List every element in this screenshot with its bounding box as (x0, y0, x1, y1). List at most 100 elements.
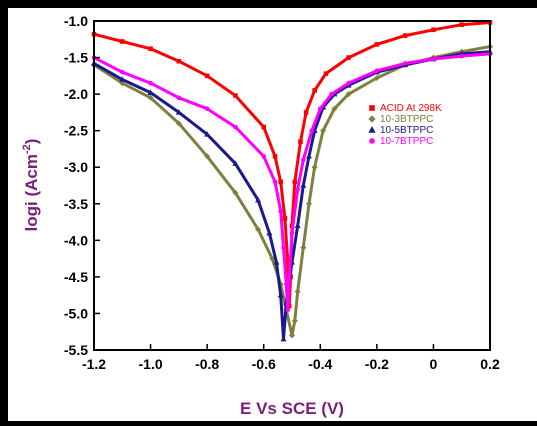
data-point (204, 106, 210, 112)
data-point (272, 179, 278, 185)
data-point (119, 80, 126, 87)
data-point (277, 291, 284, 298)
legend-marker (368, 126, 376, 133)
legend-label: 10-3BTPPC (380, 114, 433, 125)
legend-label: 10-5BTPPC (380, 125, 433, 136)
data-point (147, 94, 154, 101)
data-point (346, 55, 351, 60)
x-tick-label: 0 (430, 356, 438, 372)
data-point (204, 73, 210, 79)
data-point (282, 216, 288, 221)
y-tick-label: -2.5 (64, 123, 88, 139)
y-tick-label: -4.0 (64, 232, 88, 248)
x-tick-label: -0.6 (252, 356, 276, 372)
y-tick-label: -4.5 (64, 269, 88, 285)
data-point (294, 222, 301, 229)
data-point (261, 124, 267, 130)
y-axis-label: logi (Acm-2) (21, 139, 41, 232)
data-point (273, 259, 280, 265)
data-point (204, 153, 211, 160)
plot-area-border (93, 20, 491, 351)
data-point (323, 71, 329, 76)
data-point (309, 128, 315, 133)
legend-marker (368, 115, 376, 123)
x-tick-label: 0.2 (480, 356, 500, 372)
data-point (284, 281, 289, 287)
data-point (317, 106, 323, 112)
data-point (301, 157, 306, 163)
x-tick-label: -1.2 (82, 356, 106, 372)
data-point (278, 208, 283, 214)
y-tick-label: -3.5 (64, 196, 88, 212)
data-point (255, 226, 262, 233)
data-point (119, 39, 125, 44)
data-point (119, 76, 126, 82)
data-point (148, 46, 153, 52)
data-point (285, 259, 291, 265)
data-point (305, 200, 312, 207)
data-point (255, 196, 262, 203)
data-point (294, 288, 301, 295)
data-point (374, 68, 380, 74)
data-point (459, 22, 465, 27)
data-point (402, 33, 408, 38)
data-point (176, 58, 182, 64)
x-tick-label: -1.0 (139, 356, 163, 372)
data-point (175, 120, 182, 127)
data-point (305, 153, 312, 159)
data-point (148, 80, 153, 86)
x-axis-label: E Vs SCE (V) (240, 399, 344, 418)
data-point (300, 182, 307, 188)
data-point (289, 230, 295, 236)
data-point (233, 124, 238, 130)
data-point (374, 42, 380, 47)
data-point (298, 139, 303, 144)
data-point (272, 153, 278, 159)
chart-background (8, 8, 537, 421)
data-point (176, 95, 182, 101)
series-4 (91, 51, 493, 313)
data-point (266, 229, 273, 236)
data-point (312, 88, 317, 93)
y-tick-label: -3.0 (64, 159, 88, 175)
data-point (295, 186, 300, 192)
x-tick-label: -0.4 (308, 356, 332, 372)
data-point (346, 80, 351, 86)
data-point (289, 332, 295, 339)
data-point (232, 160, 239, 166)
data-point (286, 278, 292, 283)
data-point (280, 335, 287, 342)
data-point (147, 89, 154, 95)
data-point (232, 189, 239, 196)
data-point (331, 105, 338, 112)
data-point (261, 153, 267, 159)
legend-label: 10-7BTPPC (380, 136, 433, 147)
y-tick-label: -2.0 (64, 86, 88, 102)
legend-label: ACID At 298K (380, 103, 442, 114)
y-tick-label: -5.0 (64, 305, 88, 321)
data-point (329, 91, 334, 97)
data-point (285, 307, 291, 313)
axes-layer: -1.2 -1.0 -0.8 -0.6 -0.4 -0.2 0 0.2 -1.0 -1.5 -2.0… (64, 13, 500, 372)
data-point (431, 27, 436, 33)
data-point (303, 110, 309, 115)
data-point (311, 164, 318, 171)
x-tick-label: -0.2 (365, 356, 389, 372)
data-point (175, 109, 182, 115)
data-point (292, 179, 298, 185)
legend-marker (369, 105, 375, 111)
x-tick-label: -0.8 (195, 356, 219, 372)
data-point (373, 75, 380, 82)
data-point (320, 127, 327, 134)
data-point (119, 69, 125, 75)
y-tick-label: -1.5 (64, 50, 88, 66)
data-point (300, 244, 307, 251)
data-point (459, 53, 465, 59)
legend-marker (369, 138, 375, 144)
data-point (345, 91, 352, 98)
data-point (402, 61, 408, 66)
plot-layer (91, 20, 493, 342)
data-point (291, 317, 298, 324)
